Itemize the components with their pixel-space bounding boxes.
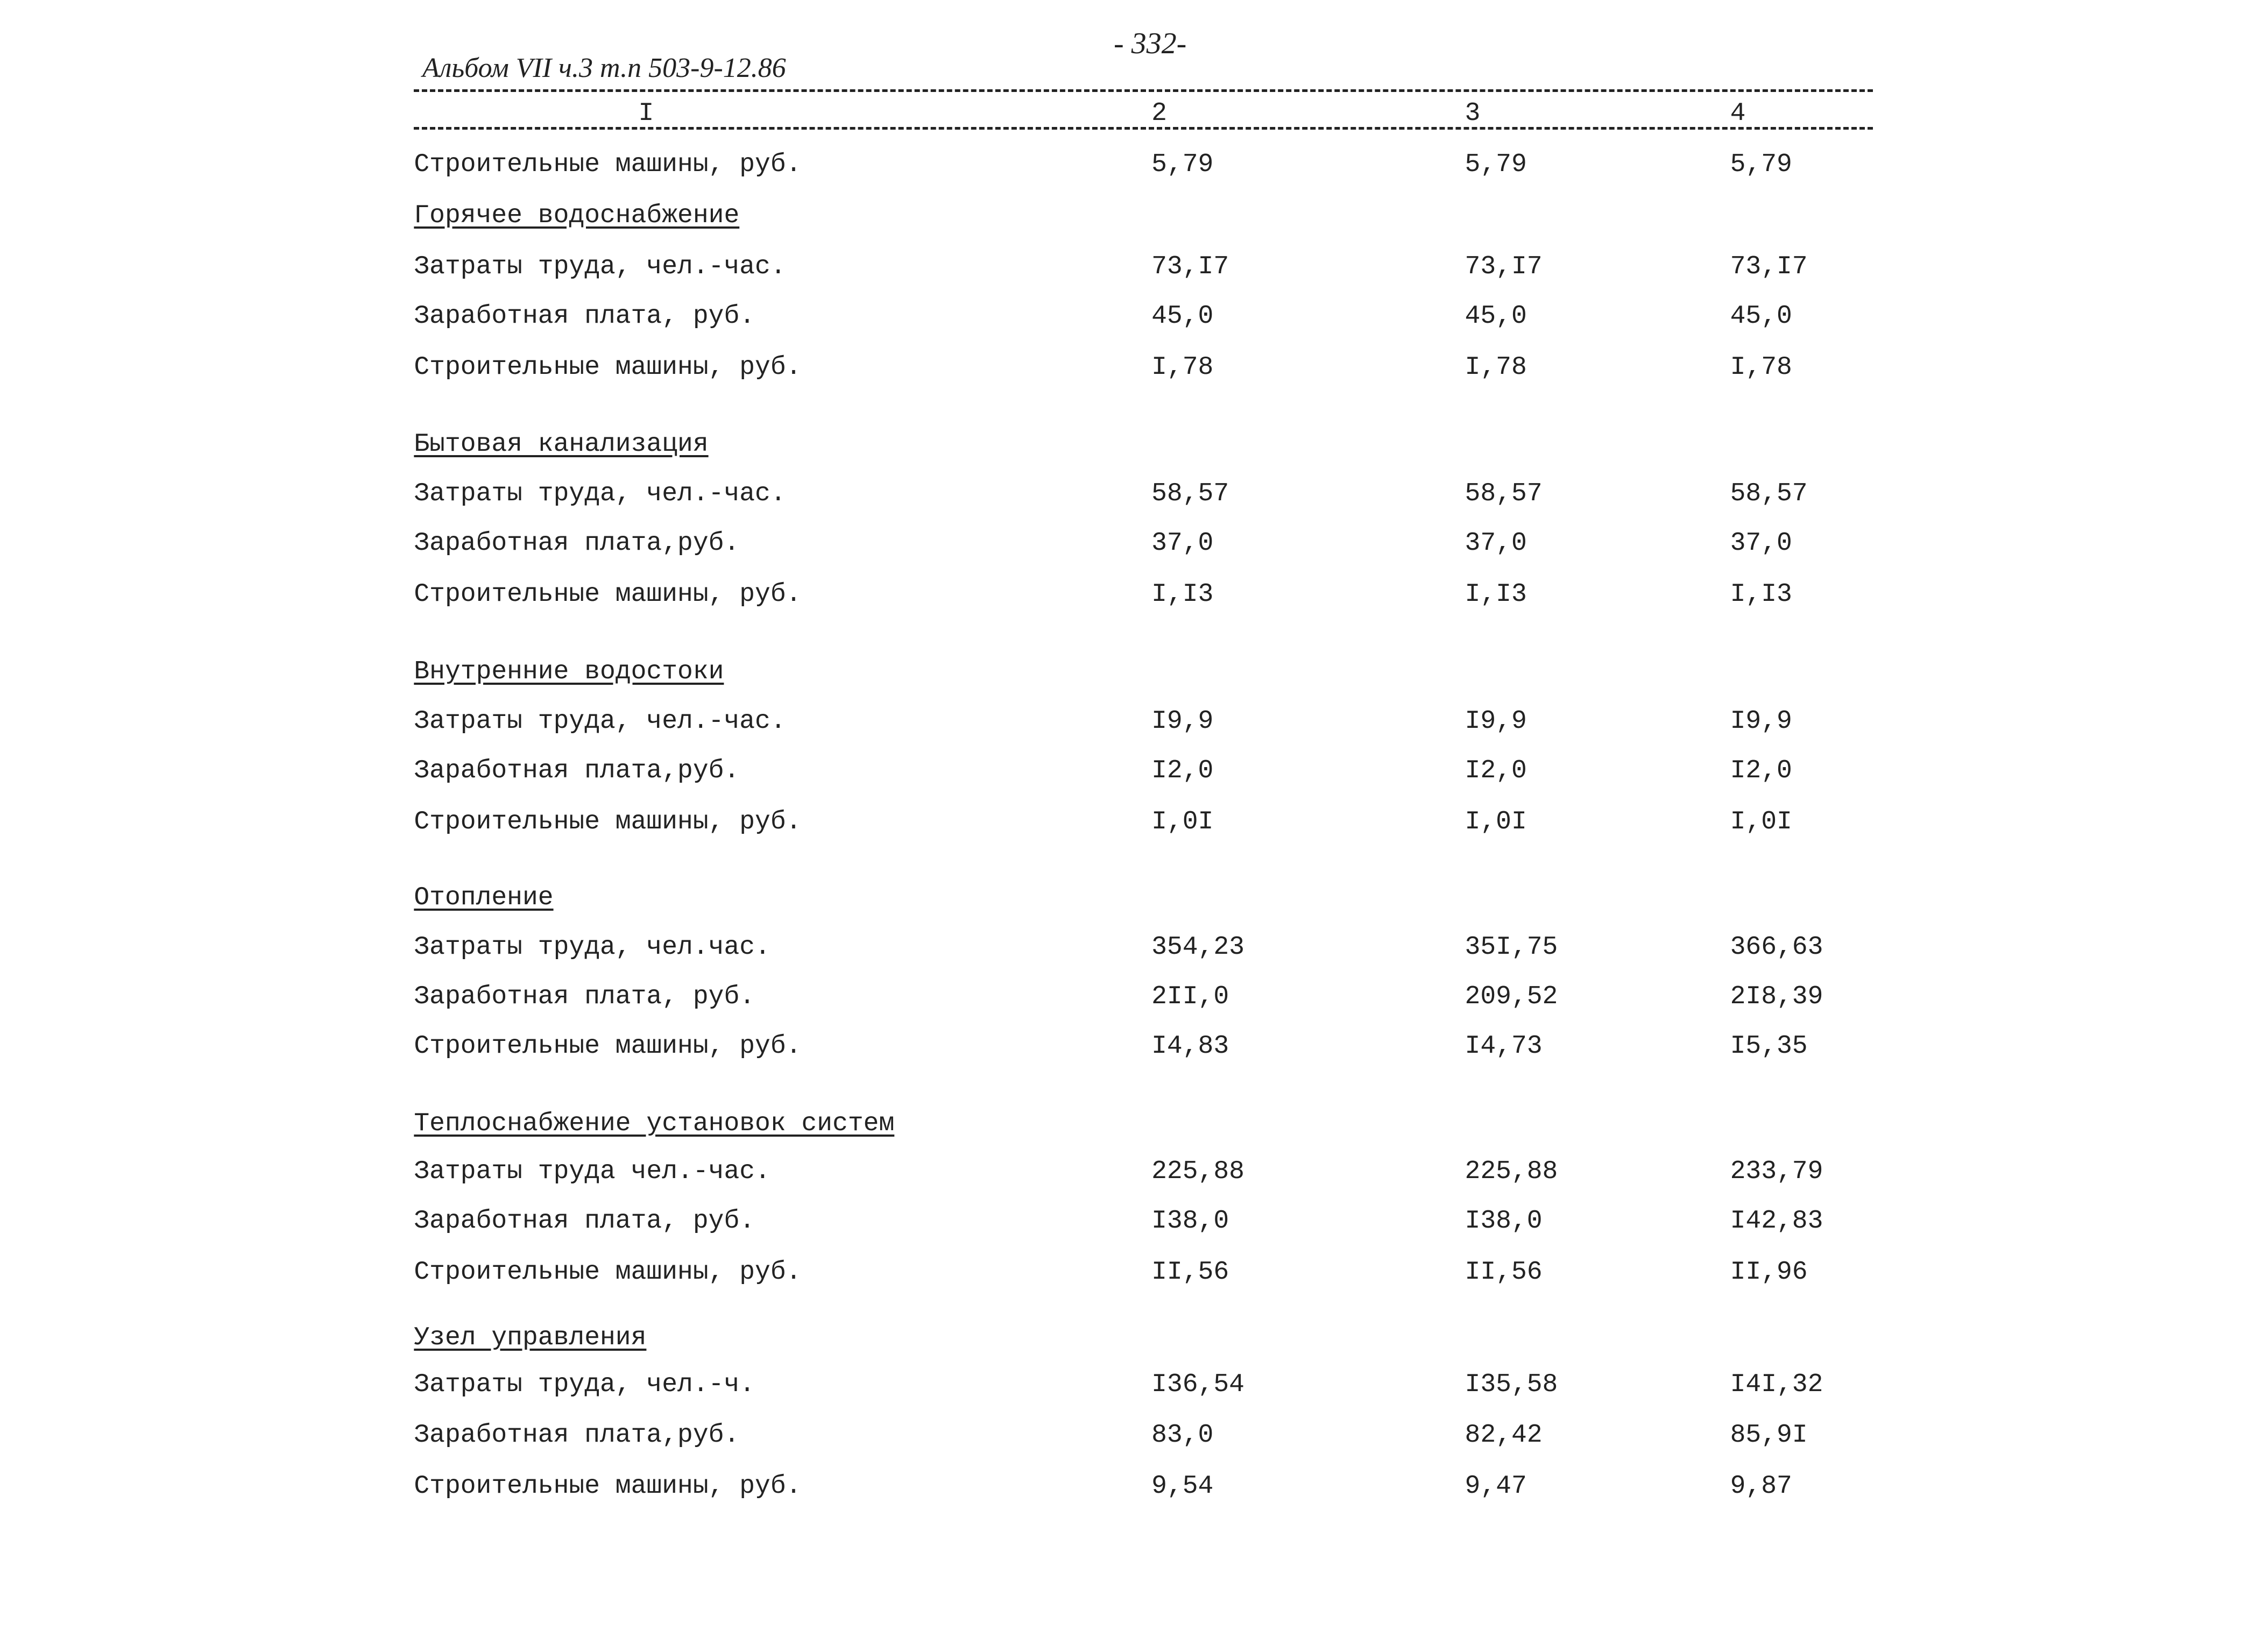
row-label: Заработная плата,руб. [414,756,740,786]
cell-value: 225,88 [1151,1157,1244,1187]
cell-value: 58,57 [1151,479,1229,509]
row-label: Строительные машины, руб. [414,1032,802,1061]
row-label: Затраты труда, чел.час. [414,932,770,962]
row-label: Строительные машины, руб. [414,1257,802,1287]
cell-value: 37,0 [1151,529,1214,558]
cell-value: 5,79 [1730,150,1792,180]
row-label: Строительные машины, руб. [414,807,802,836]
cell-value: 73,I7 [1730,252,1808,281]
column-header: 2 [1151,99,1167,129]
cell-value: II,56 [1465,1257,1543,1287]
cell-value: I,78 [1151,352,1214,382]
section-title: Внутренние водостоки [414,657,724,686]
row-label: Затраты труда, чел.-час. [414,706,786,736]
cell-value: I4,73 [1465,1032,1543,1061]
cell-value: 9,47 [1465,1472,1527,1501]
cell-value: 45,0 [1151,301,1214,331]
page-number: - 332- [1114,27,1187,60]
column-header: I [638,99,654,129]
row-label: Заработная плата, руб. [414,982,755,1011]
cell-value: 2I8,39 [1730,982,1823,1011]
cell-value: 37,0 [1730,529,1792,558]
row-label: Строительные машины, руб. [414,1472,802,1501]
cell-value: 9,87 [1730,1472,1792,1501]
cell-value: I4,83 [1151,1032,1229,1061]
cell-value: 225,88 [1465,1157,1558,1187]
cell-value: 2II,0 [1151,982,1229,1011]
cell-value: 83,0 [1151,1421,1214,1450]
section-title: Теплоснабжение установок систем [414,1109,895,1138]
cell-value: II,96 [1730,1257,1808,1287]
row-label: Строительные машины, руб. [414,352,802,382]
cell-value: II,56 [1151,1257,1229,1287]
cell-value: I2,0 [1151,756,1214,786]
cell-value: 73,I7 [1465,252,1543,281]
cell-value: 354,23 [1151,932,1244,962]
album-note: Альбом VII ч.3 т.п 503-9-12.86 [422,53,786,83]
cell-value: 45,0 [1730,301,1792,331]
cell-value: 37,0 [1465,529,1527,558]
cell-value: 9,54 [1151,1472,1214,1501]
cell-value: 233,79 [1730,1157,1823,1187]
cell-value: I36,54 [1151,1370,1244,1399]
rule [414,127,1873,130]
cell-value: I35,58 [1465,1370,1558,1399]
cell-value: I,I3 [1465,580,1527,609]
cell-value: 5,79 [1151,150,1214,180]
row-label: Затраты труда чел.-час. [414,1157,770,1187]
section-title: Бытовая канализация [414,430,709,459]
rule [414,89,1873,92]
cell-value: 366,63 [1730,932,1823,962]
cell-value: I5,35 [1730,1032,1808,1061]
section-title: Узел управления [414,1323,647,1352]
row-label: Затраты труда, чел.-час. [414,252,786,281]
cell-value: I38,0 [1151,1207,1229,1236]
cell-value: I2,0 [1730,756,1792,786]
cell-value: 82,42 [1465,1421,1543,1450]
row-label: Строительные машины, руб. [414,580,802,609]
cell-value: 58,57 [1465,479,1543,509]
row-label: Заработная плата, руб. [414,1207,755,1236]
cell-value: 85,9I [1730,1421,1808,1450]
cell-value: 35I,75 [1465,932,1558,962]
cell-value: I38,0 [1465,1207,1543,1236]
cell-value: I9,9 [1465,706,1527,736]
cell-value: I,78 [1730,352,1792,382]
cell-value: I42,83 [1730,1207,1823,1236]
cell-value: 45,0 [1465,301,1527,331]
section-title: Горячее водоснабжение [414,201,740,230]
column-header: 3 [1465,99,1481,129]
cell-value: I,I3 [1730,580,1792,609]
column-header: 4 [1730,99,1746,129]
cell-value: I,78 [1465,352,1527,382]
row-label: Заработная плата,руб. [414,529,740,558]
cell-value: I4I,32 [1730,1370,1823,1399]
row-label: Затраты труда, чел.-ч. [414,1370,755,1399]
cell-value: 73,I7 [1151,252,1229,281]
cell-value: I2,0 [1465,756,1527,786]
cell-value: I,0I [1730,807,1792,836]
row-label: Затраты труда, чел.-час. [414,479,786,509]
row-label: Заработная плата,руб. [414,1421,740,1450]
cell-value: I,I3 [1151,580,1214,609]
cell-value: 5,79 [1465,150,1527,180]
cell-value: I9,9 [1730,706,1792,736]
row-label: Заработная плата, руб. [414,301,755,331]
row-label: Строительные машины, руб. [414,150,802,180]
cell-value: 58,57 [1730,479,1808,509]
cell-value: I,0I [1151,807,1214,836]
cell-value: I,0I [1465,807,1527,836]
section-title: Отопление [414,883,554,912]
cell-value: I9,9 [1151,706,1214,736]
cell-value: 209,52 [1465,982,1558,1011]
